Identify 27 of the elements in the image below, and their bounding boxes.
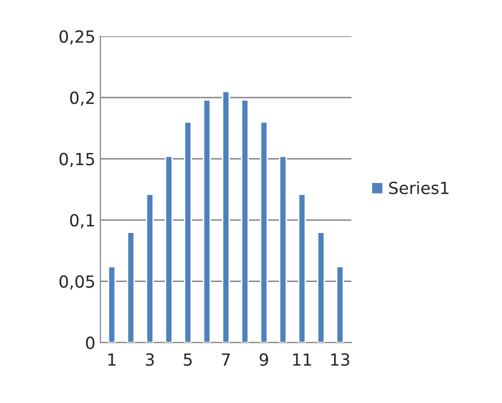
bar xyxy=(260,121,268,343)
legend-label: Series1 xyxy=(389,181,448,194)
y-tick-label: 0,25 xyxy=(60,30,94,45)
x-tick-label: 1 xyxy=(108,353,116,366)
y-tick-label: 0,2 xyxy=(70,91,94,106)
bar xyxy=(298,194,306,343)
x-tick-label: 13 xyxy=(331,353,350,366)
bar xyxy=(164,156,173,343)
bar xyxy=(316,232,325,343)
x-tick-label: 7 xyxy=(222,353,230,366)
y-tick-label: 0,05 xyxy=(60,275,94,290)
bar xyxy=(146,194,154,343)
x-tick-label: 9 xyxy=(260,353,268,366)
bar xyxy=(126,232,135,343)
y-tick-label: 0,15 xyxy=(60,152,94,168)
bar xyxy=(336,266,344,343)
bar xyxy=(278,156,287,343)
bar xyxy=(222,90,230,343)
y-tick-label: 0,1 xyxy=(70,214,94,228)
bar xyxy=(202,99,211,343)
x-tick-label: 5 xyxy=(184,353,192,366)
bar xyxy=(240,99,249,343)
x-tick-label: 11 xyxy=(293,353,312,366)
y-tick-label: 0 xyxy=(86,336,94,350)
bar xyxy=(184,121,192,343)
bar xyxy=(108,266,116,343)
x-tick-label: 3 xyxy=(146,353,154,366)
